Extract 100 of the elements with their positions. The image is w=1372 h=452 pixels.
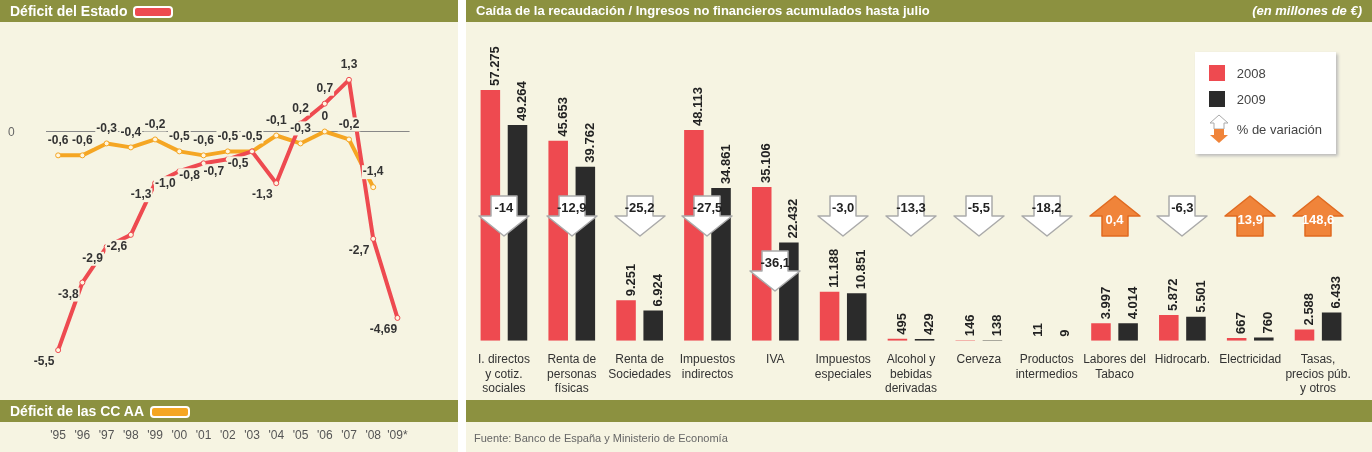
x-tick-label: '07 xyxy=(341,427,358,442)
data-label: 9.251 xyxy=(622,263,638,297)
data-label: -0,2 xyxy=(338,116,360,131)
data-label: 146 xyxy=(961,314,977,337)
x-tick-label: '95 xyxy=(50,427,67,442)
data-label: 1,3 xyxy=(340,57,358,72)
data-label: 6.433 xyxy=(1328,276,1344,309)
data-label: 0,2 xyxy=(292,100,310,115)
data-label: -0,5 xyxy=(241,128,263,143)
annotation: -6,3 xyxy=(1170,200,1195,215)
data-label: 9 xyxy=(1056,329,1072,337)
annotation: -13,3 xyxy=(895,200,927,215)
x-tick-label: '01 xyxy=(195,427,212,442)
x-tick-label: Renta de Sociedades xyxy=(608,352,671,381)
data-label: -0,1 xyxy=(265,112,287,127)
data-label: 6.924 xyxy=(649,273,665,307)
data-label: 35.106 xyxy=(758,143,774,184)
annotation: -14 xyxy=(493,200,515,215)
data-label: -2,6 xyxy=(106,239,128,254)
data-label: -4,69 xyxy=(369,322,398,337)
data-label: 2.588 xyxy=(1301,292,1317,326)
x-tick-label: '99 xyxy=(147,427,164,442)
data-label: 11 xyxy=(1029,323,1045,337)
data-label: -3,8 xyxy=(58,286,80,301)
x-tick-label: '08 xyxy=(365,427,382,442)
x-tick-label: Electricidad xyxy=(1219,352,1282,367)
data-label: 138 xyxy=(988,314,1004,337)
annotation: -18,2 xyxy=(1030,200,1063,215)
data-label: 5.872 xyxy=(1165,278,1181,312)
data-label: 10.851 xyxy=(853,249,869,290)
data-label: 0 xyxy=(321,108,329,123)
annotation: 13,9 xyxy=(1236,212,1264,227)
data-label: -2,7 xyxy=(348,243,370,258)
data-label: 48.113 xyxy=(690,87,706,127)
data-label: -0,4 xyxy=(120,124,142,139)
legend-label: Déficit de las CC AA xyxy=(10,403,145,419)
data-label: 4.014 xyxy=(1124,285,1140,320)
data-label: 495 xyxy=(894,312,910,335)
data-label: -1,0 xyxy=(154,175,176,190)
annotation: -25,2 xyxy=(623,200,656,215)
x-tick-label: Productos intermedios xyxy=(1015,352,1078,381)
annotation: -3,0 xyxy=(830,200,856,215)
x-tick-label: '97 xyxy=(98,427,115,442)
x-tick-label: '96 xyxy=(74,427,91,442)
data-label: 667 xyxy=(1233,312,1249,334)
x-tick-label: Tasas, precios púb. y otros xyxy=(1285,352,1351,396)
data-label: -0,5 xyxy=(217,128,239,143)
x-tick-label: '09* xyxy=(387,427,408,442)
text: 0 xyxy=(8,124,15,139)
annotation: 0,4 xyxy=(1104,212,1125,227)
annotation: % de variación xyxy=(1236,121,1322,137)
data-label: 5.501 xyxy=(1192,280,1208,313)
data-label: -0,3 xyxy=(290,120,312,135)
x-tick-label: '02 xyxy=(219,427,236,442)
x-tick-label: Renta de personas físicas xyxy=(547,352,597,396)
x-tick-label: Alcohol y bebidas derivadas xyxy=(884,352,938,396)
x-tick-label: I. directos y cotiz. sociales xyxy=(477,352,530,396)
data-label: 45.653 xyxy=(554,97,570,137)
data-label: 22.432 xyxy=(785,198,801,239)
data-label: -1,4 xyxy=(362,164,384,179)
data-label: -1,3 xyxy=(251,187,273,202)
data-label: -0,6 xyxy=(193,132,215,147)
data-label: -5,5 xyxy=(33,354,55,369)
data-label: -1,3 xyxy=(130,187,152,202)
data-label: 39.762 xyxy=(581,122,597,163)
chart-subtitle: (en millones de €) xyxy=(1252,2,1362,20)
data-label: 429 xyxy=(921,313,937,335)
data-label: -0,3 xyxy=(96,120,118,135)
data-label: 34.861 xyxy=(717,144,733,185)
source-note: Fuente: Banco de España y Ministerio de Economía xyxy=(474,432,728,444)
data-label: 49.264 xyxy=(514,80,530,122)
data-label: -0,8 xyxy=(179,167,201,182)
chart-title: Caída de la recaudación / Ingresos no financieros acumulados hasta julio xyxy=(476,3,930,18)
data-label: 57.275 xyxy=(486,46,502,86)
legend-label: Déficit del Estado xyxy=(10,3,128,19)
data-label: 11.188 xyxy=(826,248,842,288)
legend-label: 2008 xyxy=(1236,65,1266,81)
data-label: -0,5 xyxy=(227,155,249,170)
data-label: -0,6 xyxy=(47,132,69,147)
x-tick-label: IVA xyxy=(766,352,785,367)
x-tick-label: Labores del Tabaco xyxy=(1083,352,1146,381)
data-label: -2,9 xyxy=(82,251,104,266)
x-tick-label: '04 xyxy=(268,427,285,442)
data-label: -0,6 xyxy=(72,132,94,147)
x-tick-label: '06 xyxy=(316,427,333,442)
data-label: 0,7 xyxy=(316,80,334,95)
x-tick-label: Cerveza xyxy=(956,352,1002,367)
data-label: 3.997 xyxy=(1097,286,1113,320)
x-tick-label: Hidrocarb. xyxy=(1154,352,1211,367)
x-tick-label: '98 xyxy=(123,427,139,442)
data-label: -0,5 xyxy=(168,128,190,143)
data-label: -0,7 xyxy=(203,163,225,178)
legend-label: 2009 xyxy=(1236,91,1266,107)
x-tick-label: '00 xyxy=(171,427,188,442)
data-label: 760 xyxy=(1260,311,1276,334)
annotation: 148,6 xyxy=(1300,212,1336,227)
x-tick-label: '03 xyxy=(244,427,261,442)
data-label: -0,2 xyxy=(144,116,166,131)
x-tick-label: '05 xyxy=(292,427,309,442)
x-tick-label: Impuestos especiales xyxy=(814,352,872,381)
